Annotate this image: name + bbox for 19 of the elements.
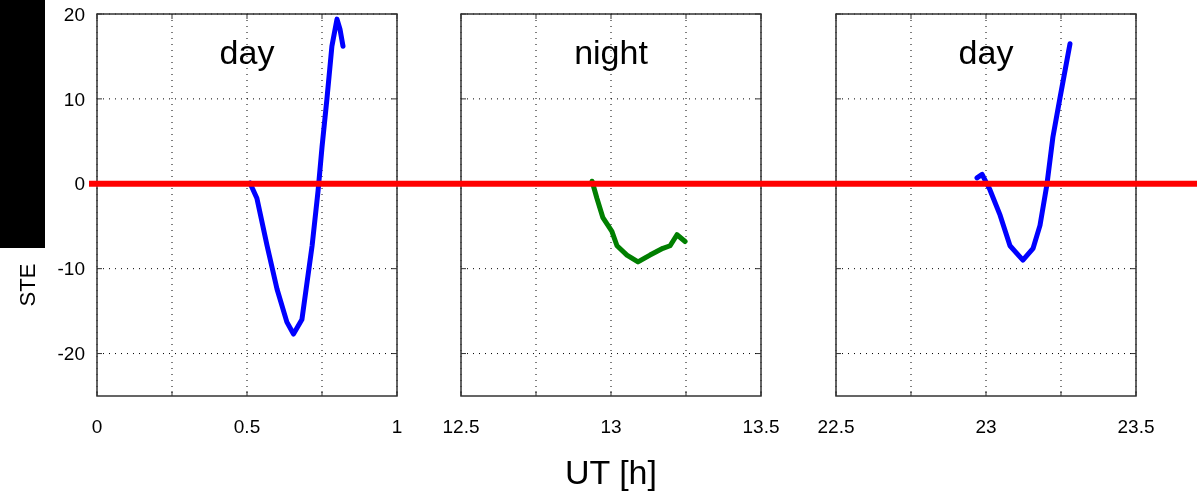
x-tick-label: 1 — [391, 416, 403, 437]
y-axis-title: STE — [15, 263, 40, 307]
x-tick-label: 12.5 — [442, 416, 480, 437]
x-tick-label: 0 — [91, 416, 103, 437]
text: day — [958, 33, 1014, 71]
text: night — [574, 33, 649, 71]
y-tick-label: -20 — [57, 343, 85, 365]
x-axis-title: UT [h] — [565, 453, 657, 491]
y-tick-label: 10 — [63, 88, 85, 110]
x-tick-label: 23 — [975, 416, 997, 437]
y-tick-label: 20 — [63, 3, 85, 25]
x-tick-label: 13 — [600, 416, 622, 437]
text: day — [219, 33, 275, 71]
x-tick-label: 22.5 — [817, 416, 855, 437]
x-tick-label: 23.5 — [1117, 416, 1155, 437]
x-tick-label: 0.5 — [233, 416, 261, 437]
y-tick-label: -10 — [57, 258, 85, 280]
x-tick-label: 13.5 — [742, 416, 780, 437]
y-tick-label: 0 — [74, 173, 85, 195]
